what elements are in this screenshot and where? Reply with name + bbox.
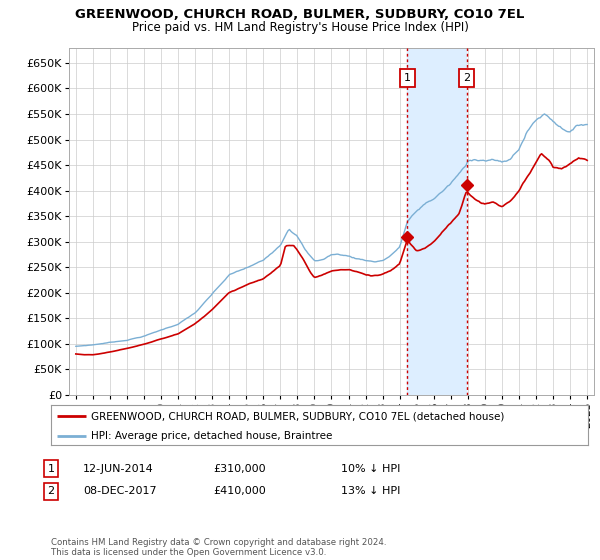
Text: 10% ↓ HPI: 10% ↓ HPI <box>341 464 400 474</box>
Text: 1: 1 <box>47 464 55 474</box>
Text: HPI: Average price, detached house, Braintree: HPI: Average price, detached house, Brai… <box>91 431 332 441</box>
Bar <box>407 48 466 395</box>
Text: 08-DEC-2017: 08-DEC-2017 <box>83 486 157 496</box>
Text: £410,000: £410,000 <box>213 486 266 496</box>
Text: GREENWOOD, CHURCH ROAD, BULMER, SUDBURY, CO10 7EL (detached house): GREENWOOD, CHURCH ROAD, BULMER, SUDBURY,… <box>91 411 505 421</box>
Text: 12-JUN-2014: 12-JUN-2014 <box>83 464 154 474</box>
Text: 2: 2 <box>47 486 55 496</box>
Text: GREENWOOD, CHURCH ROAD, BULMER, SUDBURY, CO10 7EL: GREENWOOD, CHURCH ROAD, BULMER, SUDBURY,… <box>76 8 524 21</box>
Text: 13% ↓ HPI: 13% ↓ HPI <box>341 486 400 496</box>
Text: Contains HM Land Registry data © Crown copyright and database right 2024.
This d: Contains HM Land Registry data © Crown c… <box>51 538 386 557</box>
Text: 2: 2 <box>463 73 470 83</box>
Text: Price paid vs. HM Land Registry's House Price Index (HPI): Price paid vs. HM Land Registry's House … <box>131 21 469 34</box>
Text: £310,000: £310,000 <box>213 464 266 474</box>
Text: 1: 1 <box>404 73 411 83</box>
